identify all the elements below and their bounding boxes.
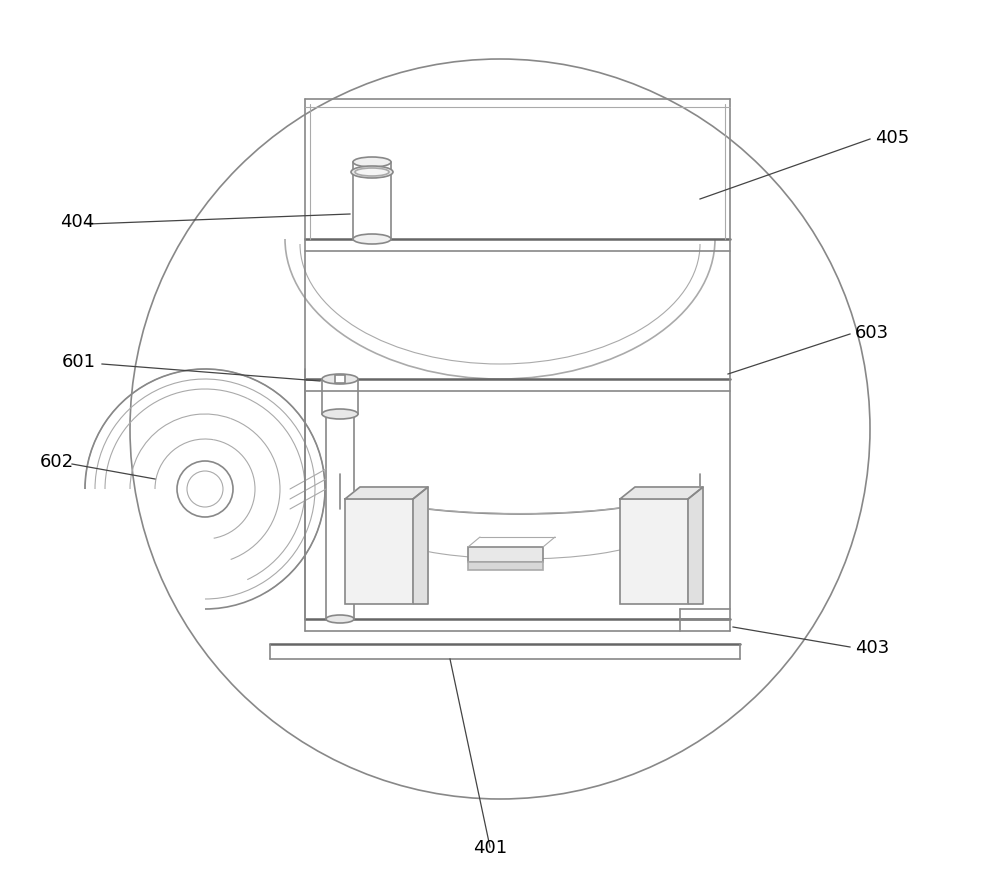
Text: 405: 405	[875, 129, 909, 146]
Text: 404: 404	[60, 213, 94, 231]
Text: 401: 401	[473, 838, 507, 856]
Circle shape	[130, 60, 870, 799]
Bar	[620, 499, 688, 604]
Polygon shape	[345, 488, 428, 499]
Ellipse shape	[353, 158, 391, 168]
Polygon shape	[413, 488, 428, 604]
Bar	[335, 375, 345, 383]
Ellipse shape	[326, 616, 354, 624]
Text: 403: 403	[855, 638, 889, 656]
Ellipse shape	[351, 167, 393, 179]
Text: 602: 602	[40, 453, 74, 470]
Polygon shape	[688, 488, 703, 604]
Bar	[468, 547, 543, 562]
Bar	[345, 499, 413, 604]
Ellipse shape	[322, 374, 358, 384]
Text: 601: 601	[62, 353, 96, 371]
Ellipse shape	[353, 235, 391, 245]
Polygon shape	[620, 488, 703, 499]
Ellipse shape	[355, 168, 389, 177]
Bar	[468, 562, 543, 570]
Ellipse shape	[322, 410, 358, 419]
Text: 603: 603	[855, 324, 889, 342]
